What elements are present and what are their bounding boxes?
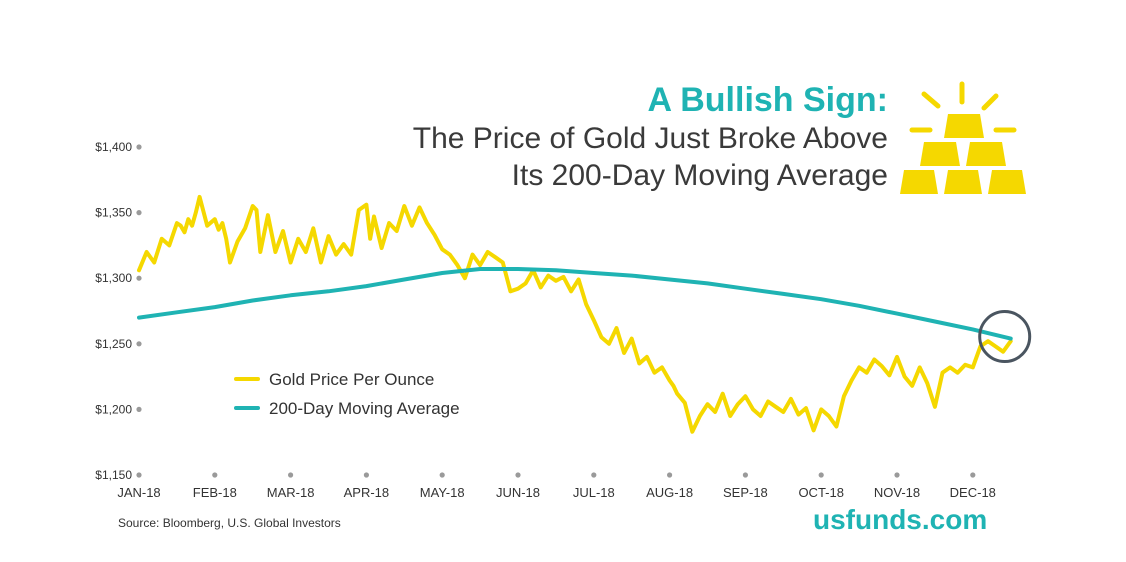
x-tick-label: APR-18	[344, 485, 390, 500]
y-tick-label: $1,350	[95, 206, 132, 220]
subheadline-line-2: Its 200-Day Moving Average	[511, 159, 888, 192]
x-tick-dot	[591, 472, 597, 478]
headline: A Bullish Sign:	[647, 81, 888, 119]
gold-price-line	[137, 194, 1013, 434]
y-tick-dot	[136, 406, 142, 412]
y-tick-label: $1,200	[95, 402, 132, 416]
y-tick-dot	[136, 210, 142, 216]
x-tick-label: MAR-18	[267, 485, 315, 500]
y-tick-label: $1,300	[95, 271, 132, 285]
y-tick-label: $1,150	[95, 468, 132, 482]
y-tick-dot	[136, 341, 142, 347]
x-tick-label: JUL-18	[573, 485, 615, 500]
x-tick-dot	[363, 472, 369, 478]
plot-area	[137, 194, 1032, 434]
x-tick-label: AUG-18	[646, 485, 693, 500]
y-tick-dot	[136, 472, 142, 478]
subheadline-line-1: The Price of Gold Just Broke Above	[412, 122, 888, 155]
gold-bars-icon	[900, 81, 1026, 194]
title-block: A Bullish Sign: The Price of Gold Just B…	[413, 80, 888, 194]
x-tick-label: FEB-18	[193, 485, 237, 500]
x-tick-label: NOV-18	[874, 485, 920, 500]
brand-url: usfunds.com	[813, 504, 988, 535]
y-tick-label: $1,250	[95, 337, 132, 351]
x-tick-label: JUN-18	[496, 485, 540, 500]
x-tick-label: DEC-18	[950, 485, 996, 500]
x-tick-label: SEP-18	[723, 485, 768, 500]
x-tick-dot	[288, 472, 294, 478]
y-tick-dot	[136, 144, 142, 150]
legend-label-gold: Gold Price Per Ounce	[269, 370, 434, 389]
legend-label-moving-average: 200-Day Moving Average	[269, 399, 460, 418]
x-tick-dot	[439, 472, 445, 478]
highlight-circle	[978, 310, 1032, 364]
moving-average-line	[137, 267, 1013, 341]
x-tick-dot	[212, 472, 218, 478]
x-tick-dot	[742, 472, 749, 478]
x-axis: JAN-18 FEB-18 MAR-18 APR-18 MAY-18 JUN-18 JUL-…	[117, 472, 996, 500]
x-tick-label: MAY-18	[420, 485, 465, 500]
y-axis: $1,400 $1,350 $1,300 $1,250 $1,200 $1,150	[95, 140, 142, 482]
source-note: Source: Bloomberg, U.S. Global Investors	[118, 516, 341, 530]
x-tick-dot	[667, 472, 673, 478]
x-tick-label: JAN-18	[117, 485, 160, 500]
legend: Gold Price Per Ounce 200-Day Moving Aver…	[234, 370, 460, 418]
x-tick-label: OCT-18	[798, 485, 844, 500]
x-tick-dot	[894, 472, 900, 478]
x-tick-dot	[818, 472, 824, 478]
y-tick-label: $1,400	[95, 140, 132, 154]
x-tick-dot	[970, 472, 976, 478]
y-tick-dot	[136, 275, 142, 281]
x-tick-dot	[515, 472, 521, 478]
